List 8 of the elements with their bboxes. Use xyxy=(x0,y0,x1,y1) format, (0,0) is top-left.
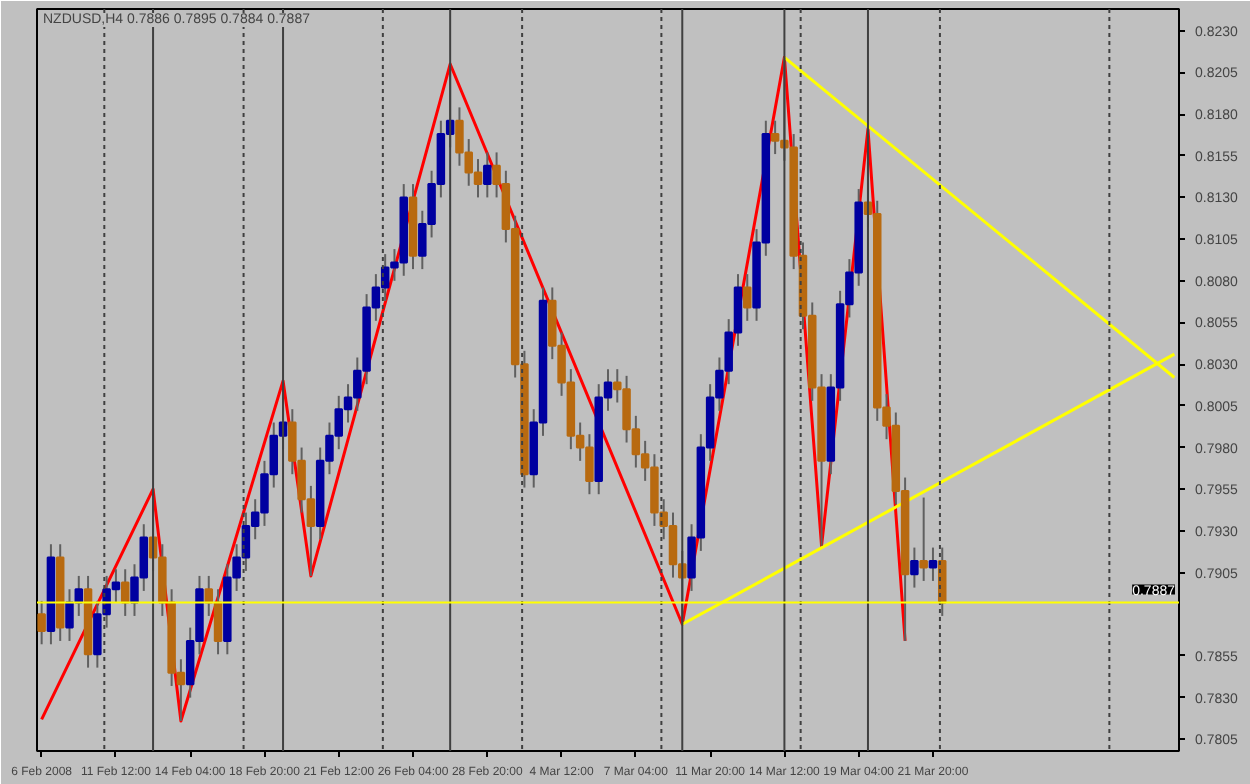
candlestick xyxy=(213,588,223,656)
candlestick xyxy=(743,273,752,322)
candlestick xyxy=(483,151,492,199)
candlestick xyxy=(928,546,938,582)
candlestick xyxy=(65,588,74,642)
candlestick xyxy=(37,599,46,646)
candlestick xyxy=(919,496,928,582)
candlestick xyxy=(910,546,919,589)
